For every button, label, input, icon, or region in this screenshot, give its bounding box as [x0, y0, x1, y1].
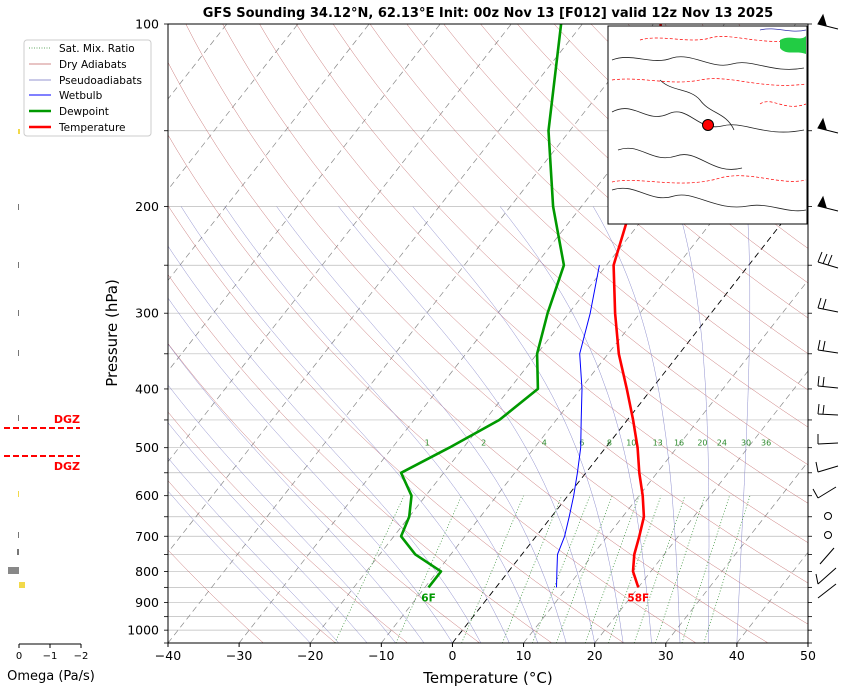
mixing-ratio-label: 6 [579, 439, 584, 448]
x-tick-label: 50 [800, 648, 816, 663]
isotherm-line [97, 24, 583, 643]
mixing-ratio-line [335, 496, 404, 643]
mixing-ratio-label: 1 [425, 439, 430, 448]
pseudoadiabat-line [593, 207, 680, 644]
x-tick-label: −20 [297, 648, 323, 663]
x-tick-label: −10 [368, 648, 394, 663]
omega-tick-2: −2 [74, 651, 89, 662]
pseudoadiabat-line [181, 207, 509, 644]
x-tick-label: −30 [226, 648, 252, 663]
pseudoadiabat-line [277, 207, 567, 644]
x-axis-label: Temperature (°C) [422, 669, 552, 687]
mixing-ratio-line [585, 496, 639, 643]
mixing-ratio-label: 30 [741, 439, 751, 448]
y-tick-label: 300 [135, 306, 159, 321]
mixing-ratio-label: 13 [653, 439, 663, 448]
mixing-ratio-label: 8 [607, 439, 612, 448]
y-tick-label: 800 [135, 564, 159, 579]
omega-panel: 0 −1 −2 Omega (Pa/s) [7, 129, 95, 684]
legend-label-pseudoadiabats: Pseudoadiabats [59, 75, 142, 87]
y-tick-label: 1000 [127, 623, 159, 638]
pseudoadiabat-line [678, 207, 709, 644]
isotherm-line [808, 24, 844, 643]
y-tick-label: 500 [135, 440, 159, 455]
dgz-markers: DGZ DGZ [4, 413, 80, 473]
mixing-ratio-line [704, 496, 750, 643]
y-tick-label: 200 [135, 199, 159, 214]
y-tick-label: 700 [135, 529, 159, 544]
pseudoadiabat-line [81, 207, 424, 644]
legend-label-mix-ratio: Sat. Mix. Ratio [59, 43, 135, 55]
y-tick-label: 900 [135, 595, 159, 610]
pseudoadiabat-line [143, 207, 481, 644]
mixing-ratio-label: 20 [697, 439, 707, 448]
y-tick-label: 100 [135, 17, 159, 32]
mixing-ratio-label: 2 [481, 439, 486, 448]
series-line-dewpoint [401, 24, 564, 587]
legend-label-wetbulb: Wetbulb [59, 90, 103, 102]
legend-label-dewpoint: Dewpoint [59, 106, 109, 118]
chart-title: GFS Sounding 34.12°N, 62.13°E Init: 00z … [203, 6, 773, 21]
pseudoadiabat-line [500, 207, 651, 644]
dgz-top-label: DGZ [54, 413, 80, 426]
legend-label-temperature: Temperature [58, 122, 126, 134]
mixing-ratio-label: 16 [674, 439, 684, 448]
mixing-ratio-label: 10 [626, 439, 636, 448]
y-axis-label: Pressure (hPa) [103, 279, 121, 387]
x-tick-label: 10 [516, 648, 532, 663]
mixing-ratio-label: 36 [761, 439, 771, 448]
legend: Sat. Mix. Ratio Dry Adiabats Pseudoadiab… [24, 40, 151, 136]
mixing-ratio-line [462, 496, 524, 643]
mixing-ratio-line [396, 496, 462, 643]
mixing-ratio-line [556, 496, 612, 643]
pseudoadiabat-line [55, 207, 396, 644]
mixing-ratio-line [655, 496, 704, 643]
x-tick-label: 30 [658, 648, 674, 663]
mixing-ratio-label: 24 [717, 439, 727, 448]
inset-map [608, 26, 807, 224]
x-tick-label: 0 [448, 648, 456, 663]
omega-axis-label: Omega (Pa/s) [7, 669, 95, 684]
dgz-bottom-label: DGZ [54, 460, 80, 473]
legend-label-dry-adiabats: Dry Adiabats [59, 59, 127, 71]
y-tick-label: 600 [135, 488, 159, 503]
x-tick-label: −40 [155, 648, 181, 663]
omega-tick-0: 0 [16, 651, 22, 662]
mixing-ratio-line [502, 496, 561, 643]
x-tick-label: 40 [729, 648, 745, 663]
pseudoadiabat-line [413, 207, 623, 644]
isotherm-line [0, 24, 14, 643]
omega-tick-1: −1 [43, 651, 58, 662]
pseudoadiabat-line [110, 207, 452, 644]
x-tick-label: 20 [587, 648, 603, 663]
surface-temp-label: 58F [627, 592, 649, 604]
mixing-ratio-label: 4 [542, 439, 547, 448]
mixing-ratio-line [609, 496, 662, 643]
y-tick-label: 400 [135, 381, 159, 396]
surface-dewpoint-label: 6F [421, 592, 435, 604]
wind-barbs [813, 15, 838, 598]
mixing-ratio-line [634, 496, 685, 643]
